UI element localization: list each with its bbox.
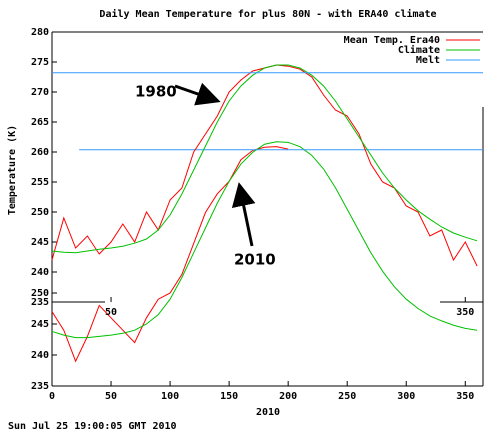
line <box>51 141 478 339</box>
legend-label: Melt <box>416 55 440 66</box>
x-tick-label: 350 <box>456 391 474 402</box>
line <box>51 64 478 267</box>
x-tick-label: 350 <box>456 307 474 318</box>
y-tick-label: 235 <box>31 381 49 392</box>
annotation: 2010 <box>234 251 276 269</box>
y-tick-label: 275 <box>31 57 49 68</box>
legend-label: Mean Temp. Era40 <box>344 35 440 46</box>
y-tick-label: 260 <box>31 147 49 158</box>
x-tick-label: 150 <box>220 391 238 402</box>
chart-title: Daily Mean Temperature for plus 80N - wi… <box>99 8 436 20</box>
arrow <box>174 82 221 106</box>
y-tick-label: 245 <box>31 237 49 248</box>
y-axis-label: Temperature (K) <box>7 125 18 215</box>
x-axis-label: 2010 <box>256 407 280 418</box>
y-tick-label: 280 <box>31 27 49 38</box>
legend-label: Climate <box>398 44 440 56</box>
arrow <box>231 182 256 247</box>
y-tick-label: 265 <box>31 117 49 128</box>
x-tick-label: 200 <box>279 391 297 402</box>
x-tick-label: 50 <box>105 391 117 402</box>
y-tick-label: 245 <box>31 319 49 330</box>
line <box>51 146 289 363</box>
x-tick-label: 100 <box>161 391 179 402</box>
y-tick-label: 250 <box>31 207 49 218</box>
x-tick-label: 50 <box>105 307 117 318</box>
y-tick-label: 240 <box>31 267 49 278</box>
y-tick-label: 255 <box>31 177 49 188</box>
footer: Sun Jul 25 19:00:05 GMT 2010 <box>8 421 177 432</box>
x-tick-label: 0 <box>49 391 55 402</box>
y-tick-label: 270 <box>31 87 49 98</box>
line <box>51 64 478 254</box>
y-tick-label: 250 <box>31 288 49 299</box>
x-tick-label: 250 <box>338 391 356 402</box>
annotation: 1980 <box>135 83 177 101</box>
x-tick-label: 300 <box>397 391 415 402</box>
y-tick-label: 235 <box>31 297 49 308</box>
y-tick-label: 240 <box>31 350 49 361</box>
